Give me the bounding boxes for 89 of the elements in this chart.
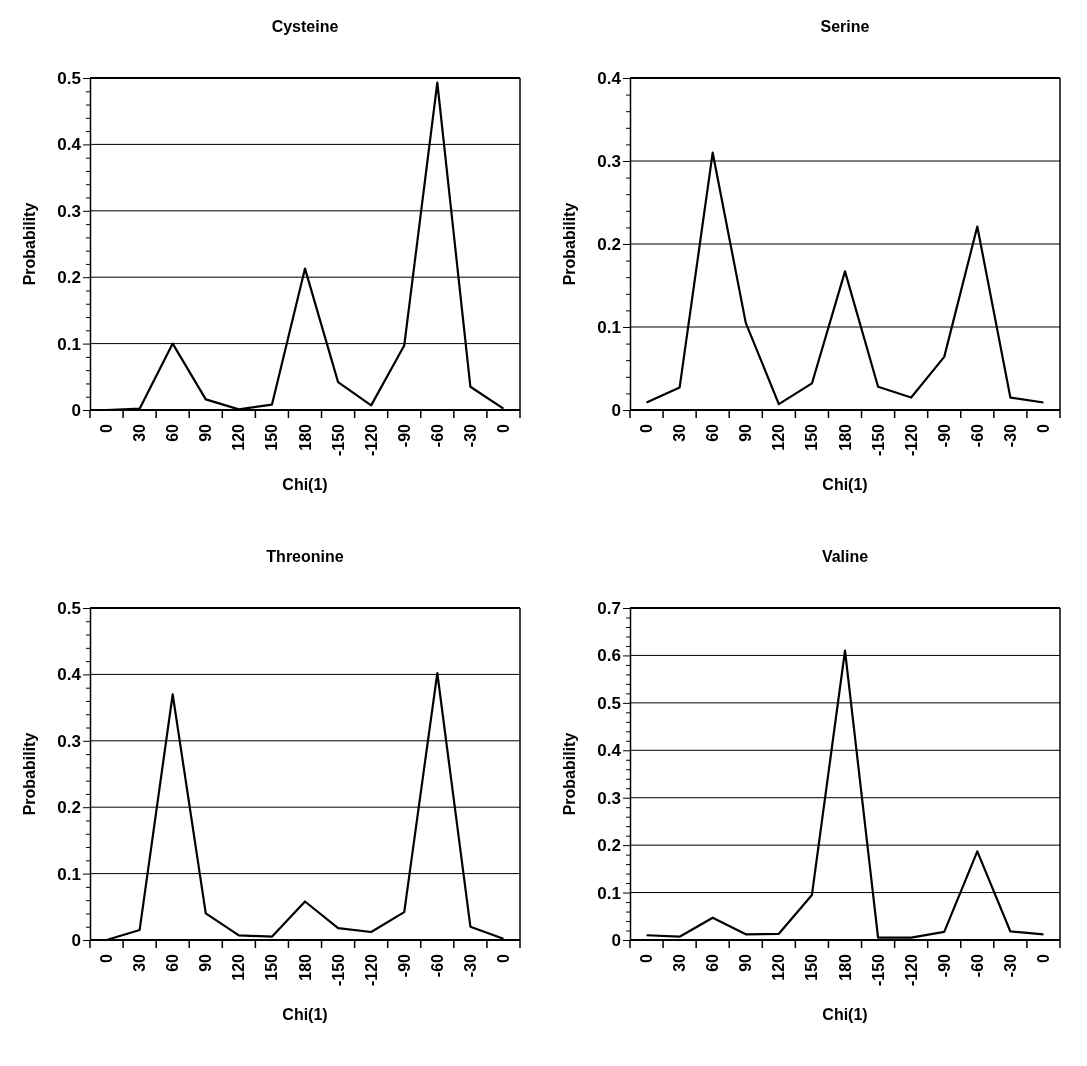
x-tick-label: -90 [935, 423, 953, 448]
x-tick-label: -120 [902, 423, 920, 457]
y-tick-label: 0.4 [597, 68, 622, 88]
x-tick-label: -150 [869, 423, 887, 457]
y-tick-label: 0 [611, 930, 621, 950]
y-tick-label: 0.4 [57, 135, 82, 155]
x-tick-label: 90 [197, 953, 215, 972]
y-tick-label: 0.3 [57, 731, 81, 751]
y-tick-label: 0.4 [57, 665, 82, 685]
x-tick-label: 0 [98, 423, 116, 433]
y-tick-label: 0.2 [597, 234, 621, 254]
x-tick-label: 90 [197, 423, 215, 442]
x-tick-label: 0 [1034, 423, 1052, 433]
x-tick-label: 90 [737, 953, 755, 972]
y-tick-label: 0.1 [57, 864, 81, 884]
x-tick-label: -150 [329, 423, 347, 457]
x-tick-label: -150 [869, 953, 887, 987]
x-tick-label: 180 [836, 953, 854, 981]
x-tick-label: 150 [263, 953, 281, 981]
x-tick-label: -60 [428, 953, 446, 978]
x-tick-label: 120 [770, 423, 788, 451]
x-tick-label: 0 [1034, 953, 1052, 963]
y-tick-label: 0.1 [57, 334, 81, 354]
x-tick-label: 60 [704, 423, 722, 442]
y-tick-label: 0.2 [57, 268, 81, 288]
y-tick-label: 0.1 [597, 883, 621, 903]
x-tick-label: 60 [164, 953, 182, 972]
x-tick-label: 30 [131, 423, 149, 442]
x-tick-label: 0 [494, 953, 512, 963]
y-tick-label: 0.5 [57, 598, 81, 618]
y-tick-label: 0.2 [597, 836, 621, 856]
x-tick-label: 120 [230, 423, 248, 451]
chart-title: Cysteine [271, 18, 339, 35]
chart-title: Serine [820, 18, 870, 35]
y-tick-label: 0.4 [597, 741, 622, 761]
x-tick-label: 0 [494, 423, 512, 433]
x-tick-label: 0 [638, 953, 656, 963]
chart-title: Valine [821, 548, 869, 565]
x-tick-label: 150 [803, 423, 821, 451]
x-tick-label: 150 [263, 423, 281, 451]
x-tick-label: 180 [296, 423, 314, 451]
chart-title: Threonine [266, 548, 344, 565]
x-axis-title: Chi(1) [282, 1006, 328, 1023]
y-tick-label: 0.5 [597, 693, 621, 713]
x-tick-label: 180 [836, 423, 854, 451]
x-tick-label: -30 [461, 423, 479, 448]
x-axis-title: Chi(1) [822, 1006, 868, 1023]
x-axis-title: Chi(1) [282, 476, 328, 493]
x-tick-label: 60 [164, 423, 182, 442]
x-tick-label: 0 [98, 953, 116, 963]
x-tick-label: 90 [737, 423, 755, 442]
y-tick-label: 0.3 [57, 201, 81, 221]
y-tick-label: 0 [611, 400, 621, 420]
x-tick-label: -150 [329, 953, 347, 987]
y-axis-title: Probability [561, 202, 578, 286]
x-tick-label: -30 [1001, 423, 1019, 448]
x-tick-label: -90 [395, 423, 413, 448]
x-tick-label: -120 [362, 423, 380, 457]
y-axis-title: Probability [21, 202, 38, 286]
x-tick-label: -30 [1001, 953, 1019, 978]
x-tick-label: -120 [902, 953, 920, 987]
x-tick-label: 60 [704, 953, 722, 972]
x-tick-label: 120 [230, 953, 248, 981]
y-tick-label: 0.3 [597, 788, 621, 808]
x-tick-label: 150 [803, 953, 821, 981]
x-tick-label: -60 [968, 423, 986, 448]
x-tick-label: -30 [461, 953, 479, 978]
y-tick-label: 0 [71, 930, 81, 950]
y-tick-label: 0 [71, 400, 81, 420]
y-tick-label: 0.7 [597, 598, 621, 618]
x-tick-label: -90 [395, 953, 413, 978]
x-tick-label: 30 [131, 953, 149, 972]
x-tick-label: 30 [671, 953, 689, 972]
x-tick-label: 120 [770, 953, 788, 981]
x-tick-label: -60 [968, 953, 986, 978]
y-tick-label: 0.3 [597, 151, 621, 171]
y-axis-title: Probability [561, 732, 578, 816]
y-tick-label: 0.6 [597, 646, 621, 666]
y-tick-label: 0.5 [57, 68, 81, 88]
x-tick-label: -90 [935, 953, 953, 978]
x-tick-label: 30 [671, 423, 689, 442]
y-tick-label: 0.2 [57, 798, 81, 818]
x-tick-label: -60 [428, 423, 446, 448]
y-tick-label: 0.1 [597, 317, 621, 337]
x-tick-label: 180 [296, 953, 314, 981]
x-tick-label: 0 [638, 423, 656, 433]
y-axis-title: Probability [21, 732, 38, 816]
x-axis-title: Chi(1) [822, 476, 868, 493]
x-tick-label: -120 [362, 953, 380, 987]
